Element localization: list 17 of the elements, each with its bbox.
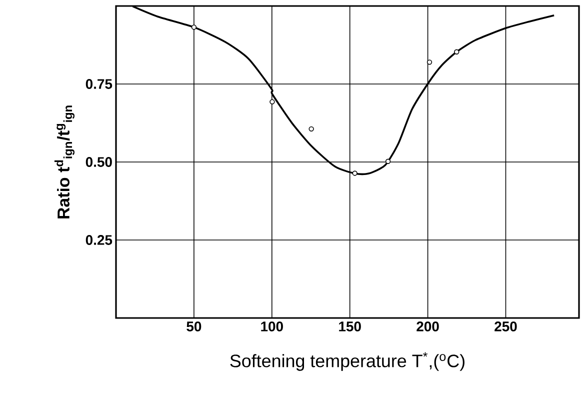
point [191, 24, 197, 30]
point [426, 60, 432, 65]
point [308, 126, 314, 132]
x-tick-label: 100 [261, 322, 283, 332]
y-tick-label: 0.75 [86, 79, 112, 89]
point [352, 170, 358, 176]
y-tick-label: 0.25 [86, 235, 112, 245]
x-axis-title: Softening temperature T$^{*}$,($^{o}$C) [230, 352, 464, 371]
x-tick-label: 150 [339, 322, 361, 332]
point [270, 99, 275, 104]
x-tick-label: 250 [494, 322, 517, 332]
y-axis-title: Ratio t$^{d}$$_{ign}$/t$^{g}$ign [54, 106, 74, 218]
x-tick-label: 200 [416, 322, 439, 332]
point [454, 49, 460, 54]
x-tick-label: 50 [186, 322, 202, 332]
point [385, 158, 391, 164]
y-tick-label: 0.50 [86, 157, 112, 167]
